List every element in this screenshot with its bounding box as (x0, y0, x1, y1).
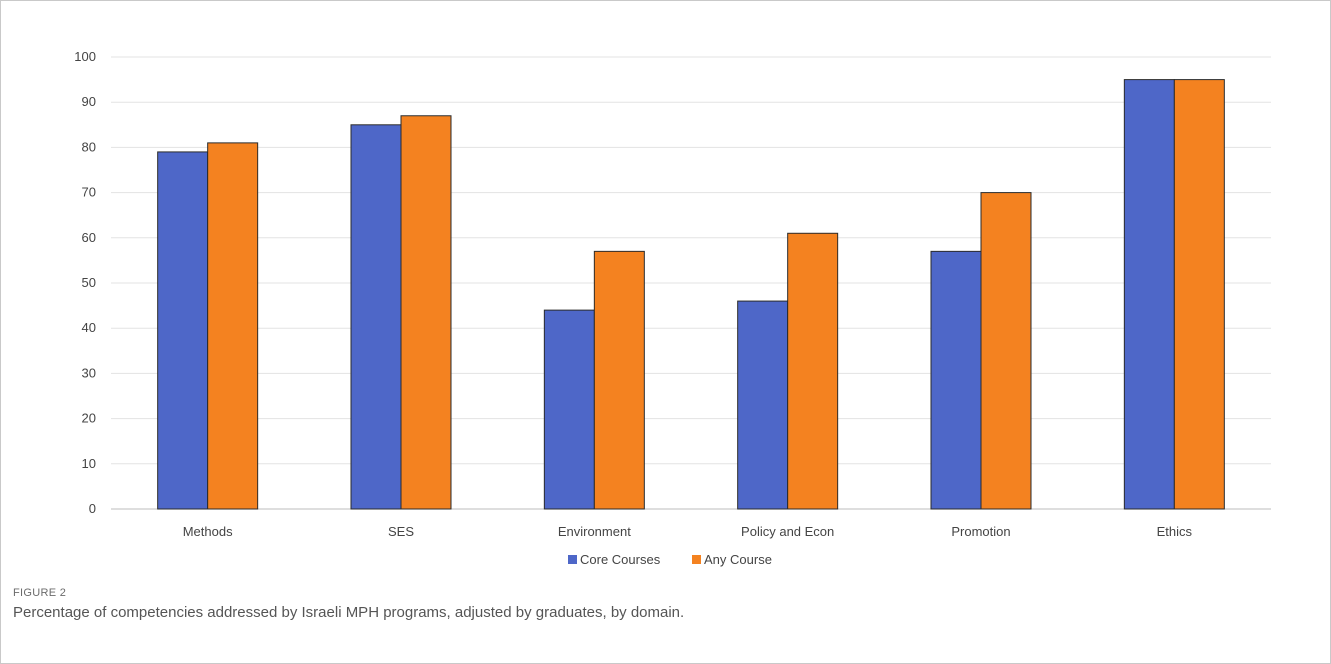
x-tick-label: Environment (558, 524, 631, 539)
y-tick-label: 90 (82, 94, 96, 109)
legend-label-core-courses: Core Courses (580, 552, 661, 567)
y-tick-label: 40 (82, 320, 96, 335)
y-tick-label: 10 (82, 456, 96, 471)
bar-core-courses (1123, 79, 1175, 510)
y-tick-label: 50 (82, 275, 96, 290)
y-tick-label: 70 (82, 185, 96, 200)
x-tick-label: Promotion (951, 524, 1010, 539)
legend-label-any-course: Any Course (704, 552, 772, 567)
x-tick-label: Policy and Econ (741, 524, 834, 539)
y-tick-label: 100 (74, 49, 96, 64)
y-tick-label: 80 (82, 139, 96, 154)
legend-swatch-any-course (692, 555, 701, 564)
bar-chart: 0 10 20 30 40 50 60 70 80 90 100 Methods SES Environm… (74, 49, 1271, 567)
bar-core-courses (350, 124, 402, 510)
y-tick-label: 30 (82, 365, 96, 380)
bar-any-course (980, 192, 1032, 510)
bar-core-courses (737, 300, 789, 510)
bar-any-course (400, 115, 452, 510)
figure-caption: Percentage of competencies addressed by … (13, 604, 685, 621)
bar-any-course (787, 232, 839, 510)
bar-core-courses (157, 151, 209, 510)
bar-core-courses (543, 309, 595, 510)
y-tick-label: 60 (82, 230, 96, 245)
legend-swatch-core-courses (568, 555, 577, 564)
x-tick-label: Ethics (1157, 524, 1193, 539)
bar-any-course (207, 142, 259, 510)
y-tick-label: 20 (82, 411, 96, 426)
bar-core-courses (930, 250, 982, 510)
figure-label: FIGURE 2 (13, 587, 67, 599)
x-tick-label: Methods (183, 524, 233, 539)
bar-any-course (1173, 79, 1225, 510)
y-tick-label: 0 (89, 501, 96, 516)
x-tick-label: SES (388, 524, 414, 539)
bar-any-course (593, 250, 645, 510)
